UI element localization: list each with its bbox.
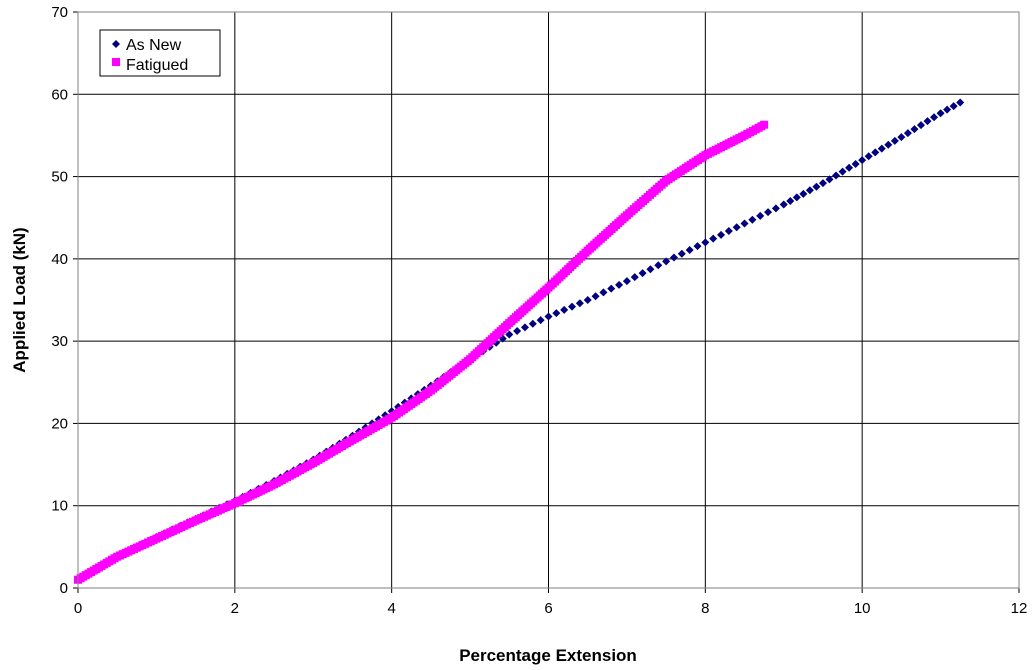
data-point [505,330,514,339]
data-point [930,113,939,122]
data-point [599,288,608,297]
data-point [838,167,847,176]
data-point [764,208,773,217]
legend: As New Fatigued [99,29,221,77]
y-tick-label: 50 [51,169,68,186]
data-point [910,125,919,134]
series-fatigued [74,120,769,584]
data-point [805,186,814,195]
x-tick-label: 10 [854,600,871,617]
data-point [832,171,841,180]
data-point [949,102,958,111]
data-point [786,196,795,205]
data-point [568,302,577,311]
tick-labels: 0 10 20 30 40 50 60 70 0 2 4 6 8 10 12 [51,4,1027,617]
data-point [877,144,886,153]
data-point [818,179,827,188]
data-point [520,323,529,332]
plot-area-border [77,11,1020,589]
data-point [890,136,899,145]
y-axis-title: Applied Load (kN) [10,227,29,372]
data-point [528,319,537,328]
data-point [779,200,788,209]
data-point [799,189,808,198]
data-point [903,129,912,138]
data-point [677,249,686,258]
data-point [693,242,702,251]
data-point [923,117,932,126]
data-point [897,133,906,142]
data-point [654,261,663,270]
data-point [552,309,561,318]
data-point [858,156,867,165]
data-point [685,245,694,254]
data-point [825,175,834,184]
data-point [513,326,522,335]
data-point [717,230,726,239]
data-point [760,120,769,129]
data-point [845,163,854,172]
data-point [771,204,780,213]
data-point [615,280,624,289]
legend-marker-fatigued [112,58,120,66]
data-point [851,159,860,168]
data-point [884,140,893,149]
data-point [864,152,873,161]
x-tick-label: 4 [387,600,395,617]
x-tick-label: 8 [701,600,709,617]
data-point [792,193,801,202]
data-point [871,148,880,157]
y-tick-label: 20 [51,415,68,432]
legend-box [99,29,221,77]
data-point [669,253,678,262]
data-point [583,296,592,304]
y-tick-label: 30 [51,333,68,350]
data-point [748,215,757,224]
data-point [724,227,733,236]
data-point [544,312,553,321]
y-tick-label: 40 [51,251,68,268]
data-point [956,98,965,107]
data-point [701,238,710,247]
legend-label-as-new: As New [126,37,182,54]
data-point [709,234,718,243]
data-point [622,277,631,286]
data-point [812,182,821,191]
data-point [756,211,765,220]
x-axis-title: Percentage Extension [459,646,637,665]
y-tick-label: 0 [60,580,68,597]
data-point [943,105,952,114]
data-point [575,299,584,308]
x-tick-label: 2 [231,600,239,617]
data-point [560,305,569,314]
data-point [630,273,639,282]
data-point [662,257,671,266]
data-point [536,316,545,325]
data-point [936,109,945,118]
series-layer [74,98,965,584]
x-tick-label: 12 [1011,600,1028,617]
grid-lines [73,11,1020,593]
legend-marker-as-new [112,40,120,48]
data-point [638,269,647,278]
y-tick-label: 60 [51,86,68,103]
data-point [732,223,741,232]
data-point [591,292,600,301]
data-point [607,284,616,293]
y-tick-label: 70 [51,4,68,21]
data-point [646,265,655,274]
x-tick-label: 6 [544,600,552,617]
x-tick-label: 0 [74,600,82,617]
data-point [740,219,749,228]
legend-label-fatigued: Fatigued [126,57,188,74]
data-point [916,121,925,130]
y-tick-label: 10 [51,498,68,515]
